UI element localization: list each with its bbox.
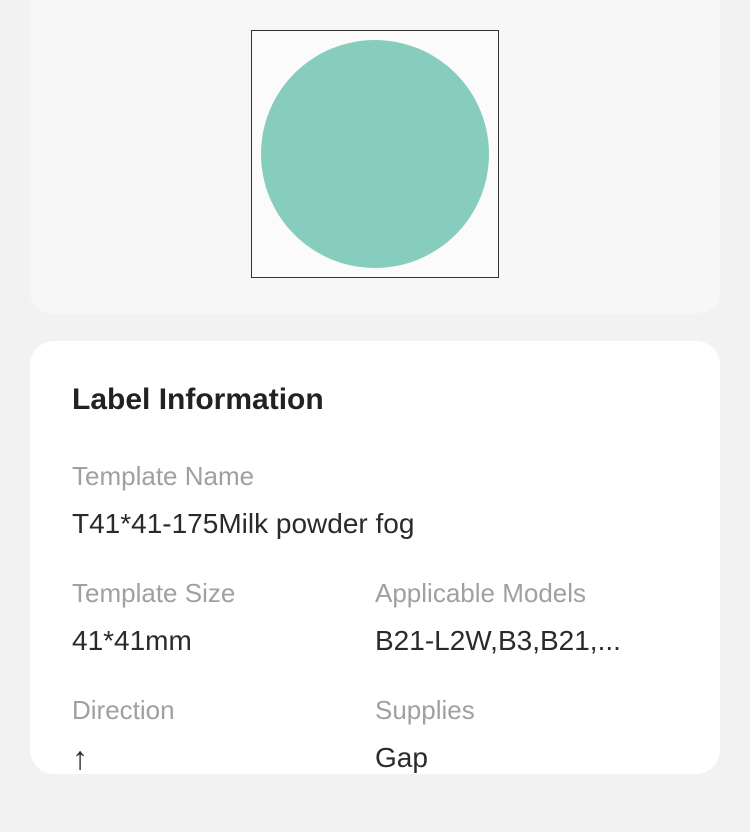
section-title: Label Information xyxy=(72,383,678,417)
preview-card xyxy=(30,0,720,313)
direction-label: Direction xyxy=(72,695,375,726)
supplies-label: Supplies xyxy=(375,695,678,726)
template-name-field: Template Name T41*41-175Milk powder fog xyxy=(72,461,678,540)
supplies-value: Gap xyxy=(375,742,678,774)
applicable-models-label: Applicable Models xyxy=(375,578,678,609)
template-size-field: Template Size 41*41mm xyxy=(72,578,375,657)
preview-circle xyxy=(261,40,489,268)
direction-value: ↑ xyxy=(72,742,375,774)
template-name-label: Template Name xyxy=(72,461,678,492)
template-name-value: T41*41-175Milk powder fog xyxy=(72,508,678,540)
preview-frame xyxy=(251,30,499,278)
label-information-card: Label Information Template Name T41*41-1… xyxy=(30,341,720,774)
applicable-models-field: Applicable Models B21-L2W,B3,B21,... xyxy=(375,578,678,657)
template-size-value: 41*41mm xyxy=(72,625,375,657)
supplies-field: Supplies Gap xyxy=(375,695,678,774)
template-size-label: Template Size xyxy=(72,578,375,609)
applicable-models-value: B21-L2W,B3,B21,... xyxy=(375,625,678,657)
direction-field: Direction ↑ xyxy=(72,695,375,774)
